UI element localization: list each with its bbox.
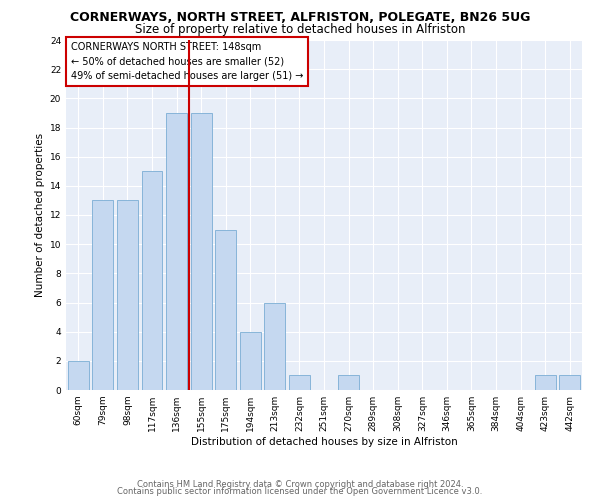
Text: Size of property relative to detached houses in Alfriston: Size of property relative to detached ho… — [135, 22, 465, 36]
Bar — [338, 376, 359, 390]
Bar — [240, 332, 261, 390]
Bar — [166, 113, 187, 390]
Bar — [265, 302, 286, 390]
Bar — [68, 361, 89, 390]
Y-axis label: Number of detached properties: Number of detached properties — [35, 133, 46, 297]
X-axis label: Distribution of detached houses by size in Alfriston: Distribution of detached houses by size … — [191, 437, 457, 447]
Bar — [92, 200, 113, 390]
Bar — [535, 376, 556, 390]
Bar — [142, 172, 163, 390]
Bar — [215, 230, 236, 390]
Bar — [559, 376, 580, 390]
Text: Contains public sector information licensed under the Open Government Licence v3: Contains public sector information licen… — [118, 487, 482, 496]
Text: CORNERWAYS NORTH STREET: 148sqm
← 50% of detached houses are smaller (52)
49% of: CORNERWAYS NORTH STREET: 148sqm ← 50% of… — [71, 42, 304, 82]
Bar — [191, 113, 212, 390]
Bar — [117, 200, 138, 390]
Bar — [289, 376, 310, 390]
Text: CORNERWAYS, NORTH STREET, ALFRISTON, POLEGATE, BN26 5UG: CORNERWAYS, NORTH STREET, ALFRISTON, POL… — [70, 11, 530, 24]
Text: Contains HM Land Registry data © Crown copyright and database right 2024.: Contains HM Land Registry data © Crown c… — [137, 480, 463, 489]
